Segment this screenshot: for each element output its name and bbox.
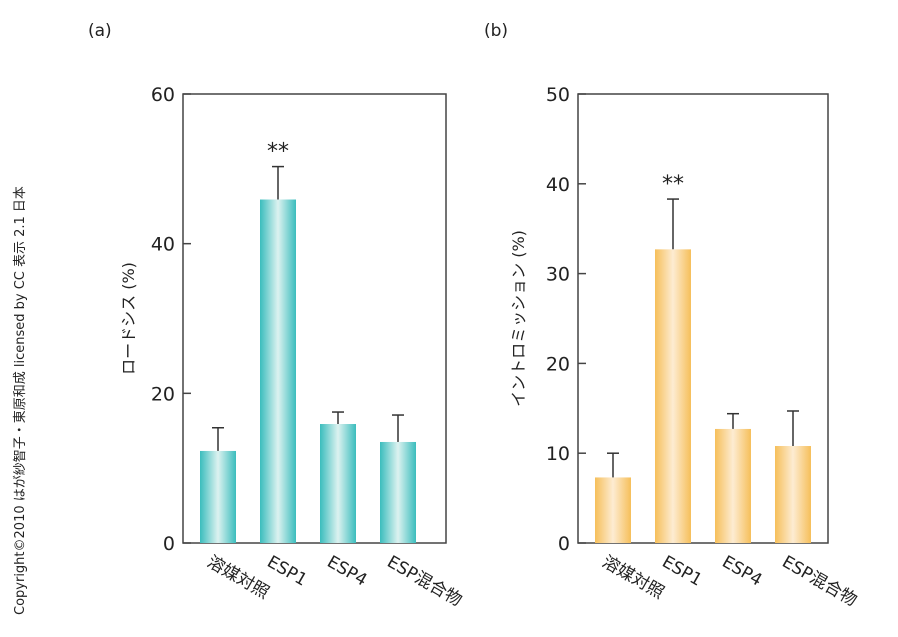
- bar: [200, 450, 236, 543]
- y-tick-label: 30: [546, 264, 570, 286]
- x-tick-label: 溶媒対照: [599, 552, 668, 603]
- x-tick-label: ESP混合物: [779, 552, 861, 611]
- x-tick-label: 溶媒対照: [204, 552, 273, 603]
- y-tick-label: 40: [151, 234, 175, 256]
- panel-label: (b): [484, 21, 508, 41]
- x-tick-label: ESP4: [324, 552, 371, 591]
- bar: [715, 428, 751, 543]
- y-tick-label: 10: [546, 443, 570, 465]
- panel-label: (a): [88, 21, 112, 41]
- plot-frame: [182, 93, 447, 544]
- significance-label: **: [267, 140, 289, 165]
- bar: [655, 249, 691, 543]
- y-tick-label: 20: [546, 353, 570, 375]
- x-tick-label: ESP4: [719, 552, 766, 591]
- y-tick-label: 60: [151, 84, 175, 106]
- bar: [775, 446, 811, 543]
- y-axis-label: イントロミッション (%): [509, 230, 528, 407]
- y-tick-label: 20: [151, 383, 175, 405]
- plot-frame: [577, 93, 829, 544]
- bar: [595, 477, 631, 543]
- bar: [260, 199, 296, 543]
- y-tick-label: 40: [546, 174, 570, 196]
- y-tick-label: 0: [163, 533, 175, 555]
- y-tick-label: 0: [558, 533, 570, 555]
- significance-label: **: [662, 172, 684, 197]
- y-axis-label: ロードシス (%): [119, 262, 138, 375]
- bar: [320, 424, 356, 543]
- x-tick-label: ESP混合物: [384, 552, 466, 611]
- bar: [380, 441, 416, 543]
- copyright-text: Copyright©2010 はが紗智子・東原和成 licensed by CC…: [12, 186, 28, 615]
- y-tick-label: 50: [546, 84, 570, 106]
